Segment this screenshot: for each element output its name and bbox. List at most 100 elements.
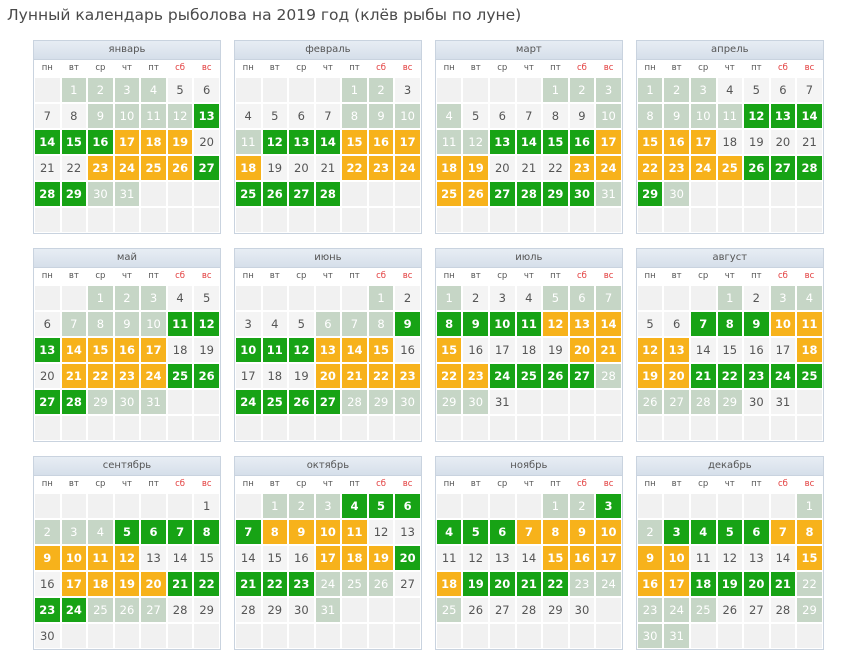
- calendar-day[interactable]: 3: [690, 78, 716, 102]
- calendar-day[interactable]: 19: [543, 338, 568, 362]
- calendar-day[interactable]: 26: [463, 598, 488, 622]
- calendar-day[interactable]: 11: [167, 312, 193, 336]
- calendar-day[interactable]: 8: [797, 520, 822, 544]
- calendar-day[interactable]: 14: [797, 104, 822, 128]
- calendar-day[interactable]: 2: [637, 520, 663, 544]
- calendar-day[interactable]: 12: [543, 312, 568, 336]
- calendar-day[interactable]: 23: [289, 572, 314, 596]
- calendar-day[interactable]: 22: [61, 156, 87, 180]
- calendar-day[interactable]: 3: [596, 78, 621, 102]
- calendar-day[interactable]: 10: [770, 312, 796, 336]
- calendar-day[interactable]: 13: [664, 338, 689, 362]
- calendar-day[interactable]: 11: [516, 312, 542, 336]
- calendar-day[interactable]: 9: [88, 104, 113, 128]
- calendar-day[interactable]: 28: [235, 598, 261, 622]
- calendar-day[interactable]: 12: [368, 520, 394, 544]
- calendar-day[interactable]: 15: [543, 130, 568, 154]
- calendar-day[interactable]: 11: [262, 338, 288, 362]
- calendar-day[interactable]: 17: [596, 130, 621, 154]
- calendar-day[interactable]: 31: [664, 624, 689, 648]
- calendar-day[interactable]: 25: [436, 598, 462, 622]
- calendar-day[interactable]: 8: [368, 312, 394, 336]
- calendar-day[interactable]: 19: [463, 156, 488, 180]
- calendar-day[interactable]: 6: [194, 78, 219, 102]
- calendar-day[interactable]: 14: [516, 546, 542, 570]
- calendar-day[interactable]: 22: [436, 364, 462, 388]
- calendar-day[interactable]: 29: [543, 598, 568, 622]
- calendar-day[interactable]: 31: [315, 598, 341, 622]
- calendar-day[interactable]: 29: [194, 598, 219, 622]
- calendar-day[interactable]: 17: [690, 130, 716, 154]
- calendar-day[interactable]: 5: [368, 494, 394, 518]
- calendar-day[interactable]: 18: [797, 338, 822, 362]
- calendar-day[interactable]: 9: [463, 312, 488, 336]
- calendar-day[interactable]: 30: [395, 390, 420, 414]
- calendar-day[interactable]: 30: [35, 624, 60, 648]
- calendar-day[interactable]: 6: [315, 312, 341, 336]
- calendar-day[interactable]: 18: [516, 338, 542, 362]
- calendar-day[interactable]: 19: [463, 572, 488, 596]
- calendar-day[interactable]: 11: [235, 130, 261, 154]
- calendar-day[interactable]: 20: [490, 572, 515, 596]
- calendar-day[interactable]: 25: [690, 598, 716, 622]
- calendar-day[interactable]: 16: [569, 130, 595, 154]
- calendar-day[interactable]: 18: [262, 364, 288, 388]
- calendar-day[interactable]: 15: [797, 546, 822, 570]
- calendar-day[interactable]: 1: [194, 494, 219, 518]
- calendar-day[interactable]: 16: [289, 546, 314, 570]
- calendar-day[interactable]: 1: [368, 286, 394, 310]
- calendar-day[interactable]: 6: [569, 286, 595, 310]
- calendar-day[interactable]: 10: [596, 104, 621, 128]
- calendar-day[interactable]: 7: [235, 520, 261, 544]
- calendar-day[interactable]: 21: [516, 572, 542, 596]
- calendar-day[interactable]: 15: [342, 130, 367, 154]
- calendar-day[interactable]: 29: [88, 390, 113, 414]
- calendar-day[interactable]: 10: [114, 104, 140, 128]
- calendar-day[interactable]: 26: [637, 390, 663, 414]
- calendar-day[interactable]: 21: [235, 572, 261, 596]
- calendar-day[interactable]: 31: [114, 182, 140, 206]
- calendar-day[interactable]: 16: [744, 338, 769, 362]
- calendar-day[interactable]: 1: [797, 494, 822, 518]
- calendar-day[interactable]: 26: [262, 182, 288, 206]
- calendar-day[interactable]: 24: [235, 390, 261, 414]
- calendar-day[interactable]: 28: [315, 182, 341, 206]
- calendar-day[interactable]: 17: [395, 130, 420, 154]
- calendar-day[interactable]: 29: [436, 390, 462, 414]
- calendar-day[interactable]: 5: [717, 520, 743, 544]
- calendar-day[interactable]: 13: [744, 546, 769, 570]
- calendar-day[interactable]: 25: [342, 572, 367, 596]
- calendar-day[interactable]: 13: [141, 546, 166, 570]
- calendar-day[interactable]: 7: [596, 286, 621, 310]
- calendar-day[interactable]: 19: [114, 572, 140, 596]
- calendar-day[interactable]: 9: [637, 546, 663, 570]
- calendar-day[interactable]: 6: [664, 312, 689, 336]
- calendar-day[interactable]: 27: [744, 598, 769, 622]
- calendar-day[interactable]: 29: [543, 182, 568, 206]
- calendar-day[interactable]: 23: [664, 156, 689, 180]
- calendar-day[interactable]: 21: [35, 156, 60, 180]
- calendar-day[interactable]: 26: [744, 156, 769, 180]
- calendar-day[interactable]: 16: [637, 572, 663, 596]
- calendar-day[interactable]: 17: [664, 572, 689, 596]
- calendar-day[interactable]: 8: [436, 312, 462, 336]
- calendar-day[interactable]: 28: [342, 390, 367, 414]
- calendar-day[interactable]: 10: [490, 312, 515, 336]
- calendar-day[interactable]: 24: [596, 572, 621, 596]
- calendar-day[interactable]: 11: [797, 312, 822, 336]
- calendar-day[interactable]: 15: [436, 338, 462, 362]
- calendar-day[interactable]: 20: [569, 338, 595, 362]
- calendar-day[interactable]: 2: [114, 286, 140, 310]
- calendar-day[interactable]: 17: [770, 338, 796, 362]
- calendar-day[interactable]: 24: [61, 598, 87, 622]
- calendar-day[interactable]: 8: [717, 312, 743, 336]
- calendar-day[interactable]: 11: [141, 104, 166, 128]
- calendar-day[interactable]: 8: [194, 520, 219, 544]
- calendar-day[interactable]: 16: [114, 338, 140, 362]
- calendar-day[interactable]: 9: [368, 104, 394, 128]
- calendar-day[interactable]: 1: [88, 286, 113, 310]
- calendar-day[interactable]: 17: [235, 364, 261, 388]
- calendar-day[interactable]: 2: [395, 286, 420, 310]
- calendar-day[interactable]: 4: [516, 286, 542, 310]
- calendar-day[interactable]: 27: [194, 156, 219, 180]
